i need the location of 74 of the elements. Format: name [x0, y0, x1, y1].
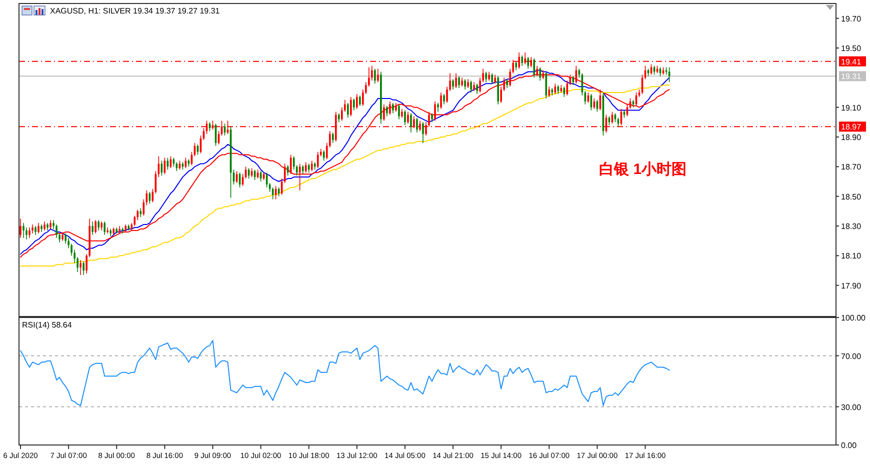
ref-line-label: 18.97 — [841, 122, 862, 132]
candlestick — [383, 104, 385, 122]
candlestick — [470, 80, 472, 93]
candlestick — [434, 101, 436, 122]
candlestick — [359, 95, 361, 106]
line-series — [20, 340, 670, 406]
candlestick — [26, 227, 28, 240]
y-tick-label: 19.50 — [841, 44, 862, 53]
candlestick — [416, 117, 418, 133]
candlestick — [398, 104, 400, 120]
candlestick — [404, 110, 406, 126]
y-tick-label: 30.00 — [841, 402, 862, 412]
candlestick — [122, 227, 124, 234]
y-tick-label: 18.70 — [841, 162, 862, 172]
candlestick — [64, 233, 66, 244]
candlestick — [533, 58, 536, 78]
candlestick — [356, 94, 358, 110]
candlestick — [80, 260, 82, 276]
y-tick-label: 19.10 — [841, 103, 862, 112]
candlestick — [485, 71, 487, 83]
candlestick — [476, 83, 478, 94]
candlestick — [350, 96, 352, 117]
candlestick — [106, 227, 109, 234]
candlestick — [464, 78, 466, 90]
ref-line-label: 19.31 — [841, 72, 862, 82]
candlestick — [28, 227, 30, 238]
candlestick — [347, 102, 349, 118]
candlestick — [310, 160, 313, 172]
candlestick — [455, 72, 457, 88]
annotation: 白银 1小时图 — [599, 161, 687, 178]
candlestick — [527, 56, 530, 70]
candlestick — [377, 68, 379, 83]
candlestick — [452, 78, 454, 90]
candlestick — [92, 221, 94, 236]
candlestick — [539, 66, 542, 82]
y-tick-label: 17.90 — [841, 281, 862, 290]
candlestick — [104, 221, 106, 236]
candlestick — [20, 218, 22, 238]
ref-line-label: 19.41 — [841, 57, 862, 66]
candlestick — [386, 105, 388, 117]
candlestick — [389, 101, 391, 116]
candlestick — [422, 122, 424, 144]
candlestick — [332, 132, 334, 144]
candlestick — [497, 76, 499, 105]
candlestick — [521, 55, 524, 66]
candlestick — [22, 222, 24, 238]
y-tick-label: 70.00 — [841, 352, 862, 361]
candlestick — [458, 76, 460, 88]
candlestick — [82, 261, 84, 276]
candlestick — [374, 68, 376, 84]
candlestick — [407, 111, 409, 124]
candlestick — [410, 112, 412, 133]
candlestick — [392, 102, 394, 114]
y-tick-label: 0.00 — [841, 441, 858, 450]
candlestick — [304, 162, 307, 174]
y-tick-label: 100.00 — [841, 314, 866, 322]
y-tick-label: 18.50 — [841, 192, 862, 202]
chart-title: XAGUSD, H1: SILVER 19.34 19.37 19.27 19.31 — [50, 6, 220, 16]
candlestick — [443, 94, 445, 105]
y-tick-label: 18.30 — [841, 222, 862, 232]
candlestick — [322, 150, 325, 162]
candlestick — [98, 220, 100, 231]
chart-title: RSI(14) 58.64 — [22, 320, 72, 330]
candlestick — [56, 224, 58, 238]
y-tick-label: 18.10 — [841, 252, 862, 261]
candlestick — [353, 98, 355, 111]
y-tick-label: 19.70 — [841, 14, 862, 24]
y-tick-label: 18.90 — [841, 133, 862, 142]
candlestick — [316, 151, 319, 169]
candlestick — [134, 215, 136, 226]
candlestick — [440, 92, 442, 110]
candlestick — [38, 222, 40, 234]
candlestick — [94, 220, 96, 234]
candlestick — [491, 72, 493, 84]
